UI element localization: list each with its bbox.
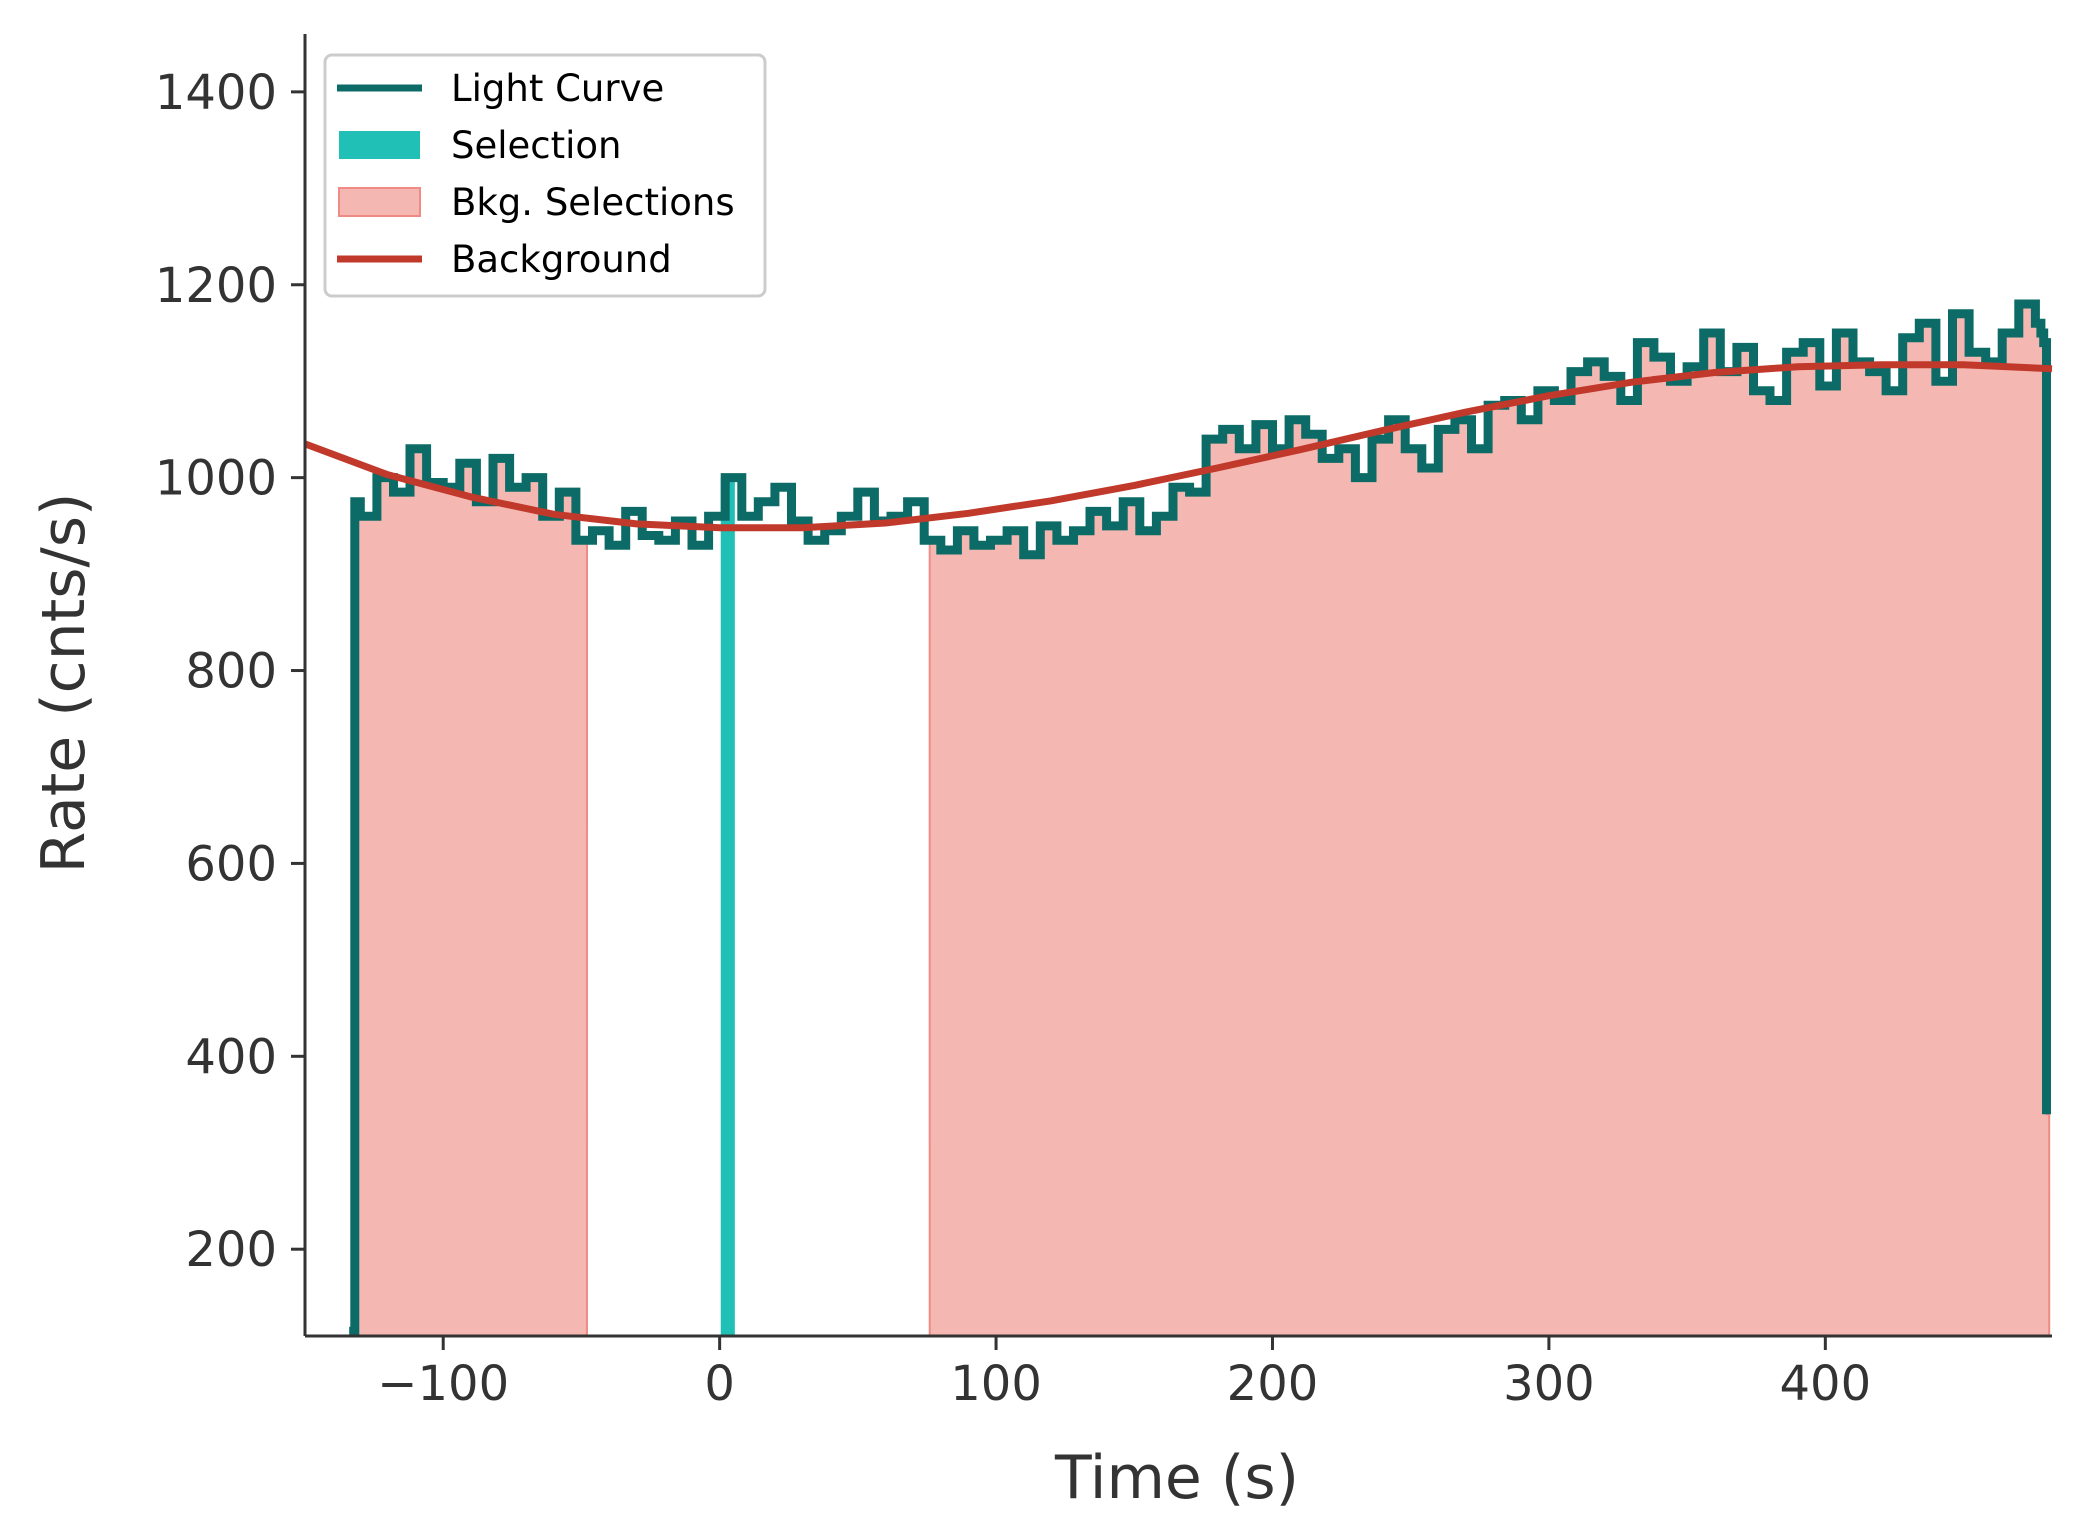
y-tick-label: 800 (185, 644, 277, 700)
x-tick-label: 100 (950, 1356, 1042, 1412)
x-axis-label: Time (s) (1054, 1443, 1299, 1513)
axes (303, 34, 2052, 1338)
selection-region-bar (720, 477, 735, 1337)
y-tick-label: 600 (185, 836, 277, 892)
selection-region (720, 477, 735, 1337)
x-tick-label: −100 (377, 1356, 509, 1412)
bkg-selection-region-0 (356, 447, 589, 1337)
legend-swatch (338, 187, 421, 217)
y-tick-label: 1200 (155, 258, 277, 314)
bkg-selection-region-1 (928, 303, 2051, 1337)
legend-label: Bkg. Selections (451, 181, 735, 224)
x-tick-label: 400 (1780, 1356, 1872, 1412)
x-tick-label: 0 (704, 1356, 735, 1412)
background-model-series (303, 361, 2053, 532)
y-axis-ticks: 200 400 600 800 1000 1200 1400 (155, 65, 305, 1278)
x-tick-label: 300 (1503, 1356, 1595, 1412)
y-tick-label: 200 (185, 1222, 277, 1278)
legend-swatch (339, 131, 420, 159)
legend-label: Light Curve (451, 67, 664, 110)
y-tick-label: 1000 (155, 451, 277, 507)
y-axis-label: Rate (cnts/s) (29, 493, 99, 874)
legend-frame (323, 53, 767, 298)
light-curve-line (349, 299, 2051, 1336)
light-curve-series (349, 299, 2051, 1336)
x-axis-ticks: −100 0 100 200 300 400 (377, 1336, 1871, 1412)
y-tick-label: 1400 (155, 65, 277, 121)
x-tick-label: 200 (1227, 1356, 1319, 1412)
y-tick-label: 400 (185, 1029, 277, 1085)
background-model-line (303, 361, 2053, 532)
legend-label: Background (451, 238, 672, 281)
legend-label: Selection (451, 124, 622, 167)
legend: Light Curve Selection Bkg. Selections Backg… (323, 53, 767, 298)
